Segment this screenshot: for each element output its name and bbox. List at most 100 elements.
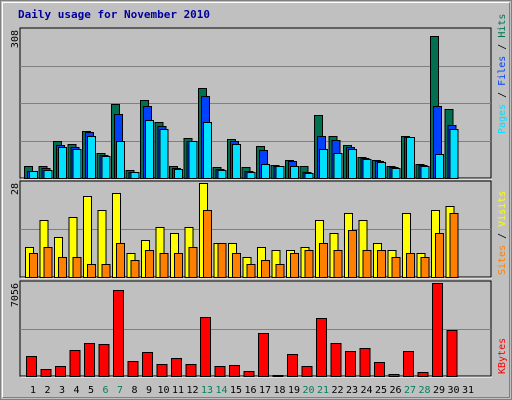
kbytes-bar-day-10 bbox=[156, 364, 168, 377]
pages-bar-day-7 bbox=[116, 141, 125, 179]
sites-bar-day-3 bbox=[58, 257, 67, 278]
x-tick-day-11: 11 bbox=[172, 385, 184, 396]
kbytes-bar-day-17 bbox=[258, 333, 269, 377]
x-tick-day-1: 1 bbox=[30, 385, 36, 396]
x-tick-day-22: 22 bbox=[331, 385, 343, 396]
x-tick-day-13: 13 bbox=[201, 385, 213, 396]
legend-hits-files-pages-part-4: Hits bbox=[497, 14, 508, 38]
sites-bar-day-26 bbox=[391, 257, 401, 278]
pages-bar-day-19 bbox=[290, 166, 299, 179]
kbytes-bar-day-16 bbox=[243, 371, 255, 377]
pages-bar-day-25 bbox=[377, 162, 386, 179]
sites-bar-day-11 bbox=[174, 253, 183, 278]
kbytes-bar-day-27 bbox=[403, 351, 414, 377]
x-tick-day-16: 16 bbox=[244, 385, 256, 396]
legend-hits-files-pages: Pages / Files / Hits bbox=[497, 14, 508, 134]
sites-bar-day-1 bbox=[29, 253, 38, 278]
sites-bar-day-30 bbox=[449, 213, 459, 278]
kbytes-bar-day-14 bbox=[214, 366, 226, 377]
x-tick-day-5: 5 bbox=[88, 385, 94, 396]
sites-bar-day-2 bbox=[43, 247, 53, 278]
x-tick-day-7: 7 bbox=[117, 385, 123, 396]
pages-bar-day-20 bbox=[304, 173, 314, 179]
kbytes-bar-day-11 bbox=[171, 358, 182, 377]
x-tick-day-27: 27 bbox=[404, 385, 416, 396]
sites-bar-day-20 bbox=[304, 250, 314, 278]
kbytes-bar-day-3 bbox=[55, 366, 66, 377]
sites-bar-day-24 bbox=[362, 250, 372, 278]
kbytes-bar-day-30 bbox=[446, 330, 458, 377]
x-tick-day-18: 18 bbox=[273, 385, 285, 396]
kbytes-bar-day-6 bbox=[98, 344, 110, 377]
pages-bar-day-23 bbox=[348, 149, 357, 179]
sites-bar-day-10 bbox=[159, 253, 169, 278]
pages-bar-day-26 bbox=[391, 168, 401, 179]
sites-bar-day-27 bbox=[406, 253, 415, 278]
legend-visits-sites: Sites / Visits bbox=[497, 191, 508, 275]
x-tick-day-10: 10 bbox=[157, 385, 169, 396]
pages-bar-day-1 bbox=[29, 171, 38, 179]
sites-bar-day-23 bbox=[348, 230, 357, 278]
pages-bar-day-5 bbox=[87, 136, 96, 179]
kbytes-bar-day-19 bbox=[287, 354, 298, 377]
x-tick-day-20: 20 bbox=[302, 385, 314, 396]
pages-bar-day-27 bbox=[406, 137, 415, 179]
sites-bar-day-21 bbox=[319, 243, 328, 278]
sites-bar-day-19 bbox=[290, 253, 299, 278]
pages-bar-day-28 bbox=[420, 166, 430, 179]
pages-bar-day-24 bbox=[362, 159, 372, 179]
sites-bar-day-12 bbox=[188, 247, 198, 278]
x-tick-day-29: 29 bbox=[433, 385, 445, 396]
x-tick-day-28: 28 bbox=[418, 385, 430, 396]
pages-bar-day-3 bbox=[58, 147, 67, 179]
sites-bar-day-6 bbox=[101, 264, 111, 278]
sites-bar-day-28 bbox=[420, 257, 430, 278]
sites-bar-day-4 bbox=[72, 257, 82, 278]
sites-bar-day-29 bbox=[435, 233, 444, 278]
kbytes-bar-day-28 bbox=[417, 372, 429, 377]
kbytes-bar-day-4 bbox=[69, 350, 81, 377]
kbytes-bar-day-13 bbox=[200, 317, 211, 377]
kbytes-bar-day-15 bbox=[229, 365, 240, 377]
kbytes-bar-day-5 bbox=[84, 343, 95, 377]
kbytes-bar-day-12 bbox=[185, 364, 197, 377]
legend-visits-sites-part-2: Visits bbox=[497, 191, 508, 227]
x-tick-day-26: 26 bbox=[389, 385, 401, 396]
legend-hits-files-pages-part-2: Files bbox=[497, 56, 508, 86]
pages-bar-day-18 bbox=[275, 166, 285, 179]
kbytes-bar-day-25 bbox=[374, 362, 385, 377]
kbytes-bar-day-21 bbox=[316, 318, 327, 377]
sites-bar-day-17 bbox=[261, 260, 270, 278]
x-tick-day-14: 14 bbox=[215, 385, 227, 396]
sites-bar-day-13 bbox=[203, 210, 212, 278]
kbytes-bar-day-9 bbox=[142, 352, 153, 377]
pages-bar-day-17 bbox=[261, 164, 270, 179]
chart-title: Daily usage for November 2010 bbox=[18, 8, 211, 21]
sites-bar-day-22 bbox=[333, 250, 343, 278]
x-tick-day-9: 9 bbox=[146, 385, 152, 396]
legend-hits-files-pages-part-3: / bbox=[497, 38, 508, 56]
pages-bar-day-21 bbox=[319, 149, 328, 179]
legend-visits-sites-part-0: Sites bbox=[497, 245, 508, 275]
x-tick-day-25: 25 bbox=[375, 385, 387, 396]
pages-bar-day-4 bbox=[72, 149, 82, 179]
sites-bar-day-16 bbox=[246, 264, 256, 278]
sites-bar-day-7 bbox=[116, 243, 125, 278]
pages-bar-day-14 bbox=[217, 170, 227, 179]
pages-bar-day-30 bbox=[449, 129, 459, 179]
pages-bar-day-6 bbox=[101, 156, 111, 179]
pages-bar-day-29 bbox=[435, 154, 444, 179]
kbytes-bar-day-7 bbox=[113, 290, 124, 377]
x-tick-day-21: 21 bbox=[317, 385, 329, 396]
sites-bar-day-15 bbox=[232, 253, 241, 278]
x-tick-day-2: 2 bbox=[44, 385, 50, 396]
legend-hits-files-pages-part-0: Pages bbox=[497, 104, 508, 134]
kbytes-bar-day-1 bbox=[26, 356, 37, 377]
x-tick-day-30: 30 bbox=[447, 385, 459, 396]
x-tick-day-31: 31 bbox=[462, 385, 474, 396]
sites-bar-day-9 bbox=[145, 250, 154, 278]
visits-axis-max-label: 28 bbox=[10, 183, 21, 195]
pages-bar-day-13 bbox=[203, 122, 212, 179]
